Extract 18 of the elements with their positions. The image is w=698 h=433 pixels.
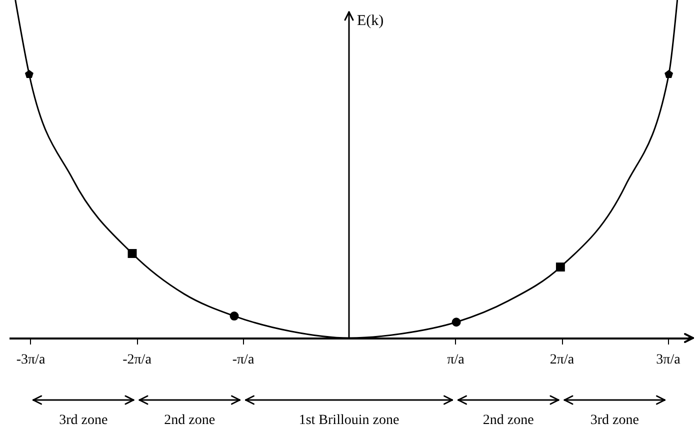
x-tick-label: -2π/a (122, 352, 152, 368)
point (24, 70, 34, 78)
y-axis-title: E(k) (357, 13, 384, 29)
point (452, 318, 461, 327)
x-tick-label: 3π/a (656, 352, 682, 368)
x-tick-label: -3π/a (16, 352, 46, 368)
text: 2nd zone (164, 413, 216, 428)
x-tick-label: π/a (447, 352, 466, 368)
text: 3rd zone (590, 413, 639, 428)
text: 2nd zone (482, 413, 534, 428)
point (230, 312, 239, 320)
x-tick-label: 2π/a (550, 352, 575, 368)
x-tick-label: -π/a (232, 352, 255, 368)
text: 1st Brillouin zone (298, 413, 400, 428)
point (128, 249, 137, 258)
text: 3rd zone (59, 413, 108, 428)
point (556, 262, 565, 272)
point (664, 70, 674, 78)
